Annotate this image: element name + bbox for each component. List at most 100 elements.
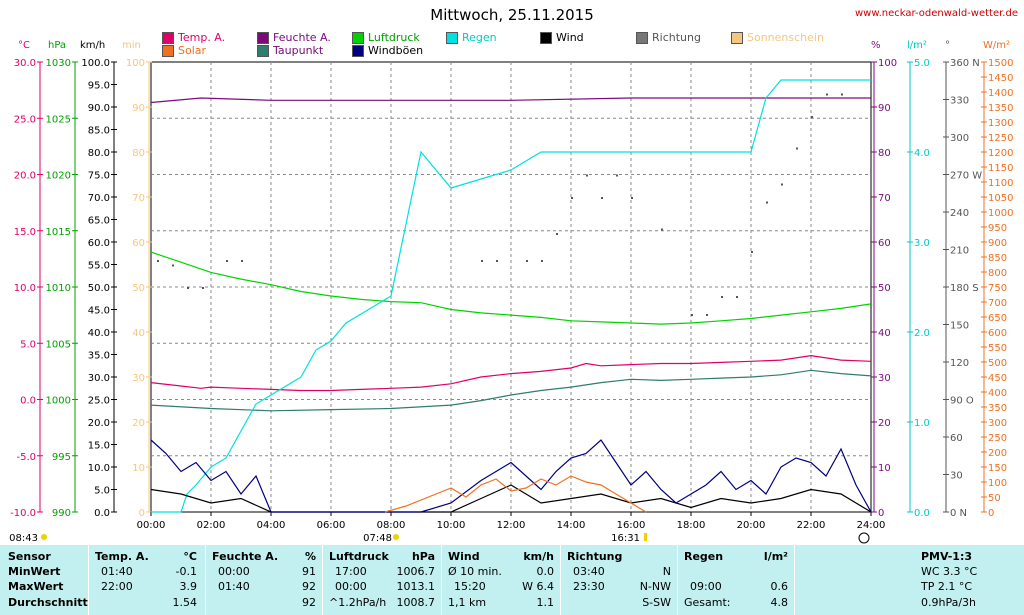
row-label: Durchschnitt bbox=[8, 596, 88, 609]
max-val: 3.9 bbox=[179, 580, 198, 593]
sun-tick-label: 80 bbox=[132, 148, 145, 159]
pmv-trend: 0.9hPa/3h bbox=[921, 596, 977, 609]
avg-val: S-SW bbox=[642, 596, 671, 609]
legend-solar: Solar bbox=[162, 44, 206, 57]
rain-tick-label: 5.0 bbox=[914, 58, 930, 69]
max-time: 00:00 bbox=[335, 580, 367, 593]
pressure-tick-label: 1015 bbox=[46, 227, 71, 238]
temp-tick-label: -5.0 bbox=[16, 452, 36, 463]
sunrise-label: 07:48 bbox=[363, 533, 392, 544]
direction-point bbox=[631, 197, 633, 199]
sun-tick-label: 0 bbox=[139, 508, 145, 519]
direction-point bbox=[811, 116, 813, 118]
temp-tick-label: 0.0 bbox=[20, 396, 36, 407]
col-head: PMV-1:3 bbox=[921, 550, 972, 563]
solar-tick-label: 1400 bbox=[988, 88, 1013, 99]
col-unit: l/m² bbox=[763, 550, 788, 563]
website-link[interactable]: www.neckar-odenwald-wetter.de bbox=[855, 8, 1018, 19]
direction-point bbox=[706, 314, 708, 316]
x-tick-label: 10:00 bbox=[437, 520, 466, 531]
x-tick-label: 14:00 bbox=[557, 520, 586, 531]
direction-tick-label: 90 O bbox=[950, 396, 974, 407]
direction-point bbox=[586, 174, 588, 177]
direction-tick-label: 360 N bbox=[950, 58, 980, 69]
max-time: 22:00 bbox=[101, 580, 133, 593]
pressure-tick-label: 1030 bbox=[46, 58, 71, 69]
legend-swatch bbox=[352, 31, 364, 44]
legend-label: Solar bbox=[178, 44, 207, 57]
legend-swatch bbox=[352, 44, 364, 57]
pressure-tick-label: 1020 bbox=[46, 171, 71, 182]
legend-label: Taupunkt bbox=[273, 44, 324, 57]
max-time: 15:20 bbox=[454, 580, 486, 593]
col-unit: % bbox=[304, 550, 316, 563]
row-label: Sensor bbox=[8, 550, 51, 563]
pressure-tick-label: 1000 bbox=[46, 396, 71, 407]
solar-tick-label: 0 bbox=[988, 508, 994, 519]
chart-title: Mittwoch, 25.11.2015 bbox=[430, 6, 594, 24]
direction-tick-label: 300 bbox=[950, 133, 969, 144]
direction-tick-label: 330 bbox=[950, 96, 969, 107]
legend-label: Richtung bbox=[652, 31, 701, 44]
direction-point bbox=[172, 264, 174, 267]
humidity-tick-label: 0 bbox=[878, 508, 884, 519]
direction-tick-label: 60 bbox=[950, 433, 963, 444]
stats-humidity: Feuchte A.% 00:00 91 01:40 92 92 bbox=[206, 545, 322, 615]
sun-tick-label: 30 bbox=[132, 373, 145, 384]
direction-tick-label: 30 bbox=[950, 471, 963, 482]
solar-tick-label: 700 bbox=[988, 298, 1007, 309]
direction-tick-label: 240 bbox=[950, 208, 969, 219]
wind-tick-label: 65.0 bbox=[88, 216, 110, 227]
series-feuchte-a- bbox=[150, 97, 871, 104]
direction-tick-label: 180 S bbox=[950, 283, 979, 294]
direction-point bbox=[766, 201, 768, 204]
wind-tick-label: 100.0 bbox=[81, 58, 110, 69]
solar-tick-label: 1500 bbox=[988, 58, 1013, 69]
min-val: N bbox=[662, 565, 671, 578]
stats-pmv: PMV-1:3 WC 3.3 °C TP 2.1 °C 0.9hPa/3h bbox=[795, 545, 1024, 615]
solar-tick-label: 300 bbox=[988, 418, 1007, 429]
wind-tick-label: 50.0 bbox=[88, 283, 110, 294]
series-windb-en bbox=[150, 439, 872, 513]
legend-gusts: Windböen bbox=[352, 44, 423, 57]
temp-tick-label: 20.0 bbox=[14, 171, 36, 182]
row-label: MaxWert bbox=[8, 580, 64, 593]
x-tick-label: 22:00 bbox=[797, 520, 826, 531]
rain-tick-label: 2.0 bbox=[914, 328, 930, 339]
avg-val: 4.8 bbox=[770, 596, 789, 609]
max-time: 23:30 bbox=[573, 580, 605, 593]
direction-point bbox=[661, 228, 663, 231]
direction-tick-label: 210 bbox=[950, 246, 969, 257]
direction-tick-label: 270 W bbox=[950, 171, 982, 182]
col-head: Temp. A. bbox=[95, 550, 149, 563]
humidity-unit: % bbox=[871, 40, 881, 51]
max-time: 09:00 bbox=[690, 580, 722, 593]
humidity-tick-label: 90 bbox=[878, 103, 891, 114]
series-taupunkt bbox=[150, 369, 872, 412]
moonrise-label: 08:43 bbox=[9, 533, 38, 544]
legend-swatch bbox=[446, 31, 458, 44]
max-val: N-NW bbox=[639, 580, 671, 593]
solar-tick-label: 1150 bbox=[988, 163, 1013, 174]
wind-tick-label: 60.0 bbox=[88, 238, 110, 249]
solar-tick-label: 150 bbox=[988, 463, 1007, 474]
legend-label: Sonnenschein bbox=[747, 31, 824, 44]
wind-tick-label: 85.0 bbox=[88, 126, 110, 137]
col-head: Feuchte A. bbox=[212, 550, 279, 563]
direction-point bbox=[796, 147, 798, 150]
solar-tick-label: 1350 bbox=[988, 103, 1013, 114]
direction-point bbox=[571, 197, 573, 199]
max-val: 92 bbox=[302, 580, 316, 593]
solar-tick-label: 650 bbox=[988, 313, 1007, 324]
wind-tick-label: 25.0 bbox=[88, 396, 110, 407]
wind-tick-label: 40.0 bbox=[88, 328, 110, 339]
solar-tick-label: 450 bbox=[988, 373, 1007, 384]
rain-tick-label: 0.0 bbox=[914, 508, 930, 519]
avg-label: 1,1 km bbox=[448, 596, 487, 609]
legend-humidity: Feuchte A. bbox=[257, 31, 331, 44]
col-unit: hPa bbox=[411, 550, 435, 563]
legend-swatch bbox=[540, 31, 552, 44]
solar-tick-label: 950 bbox=[988, 223, 1007, 234]
legend-label: Feuchte A. bbox=[273, 31, 331, 44]
wind-tick-label: 0.0 bbox=[94, 508, 110, 519]
